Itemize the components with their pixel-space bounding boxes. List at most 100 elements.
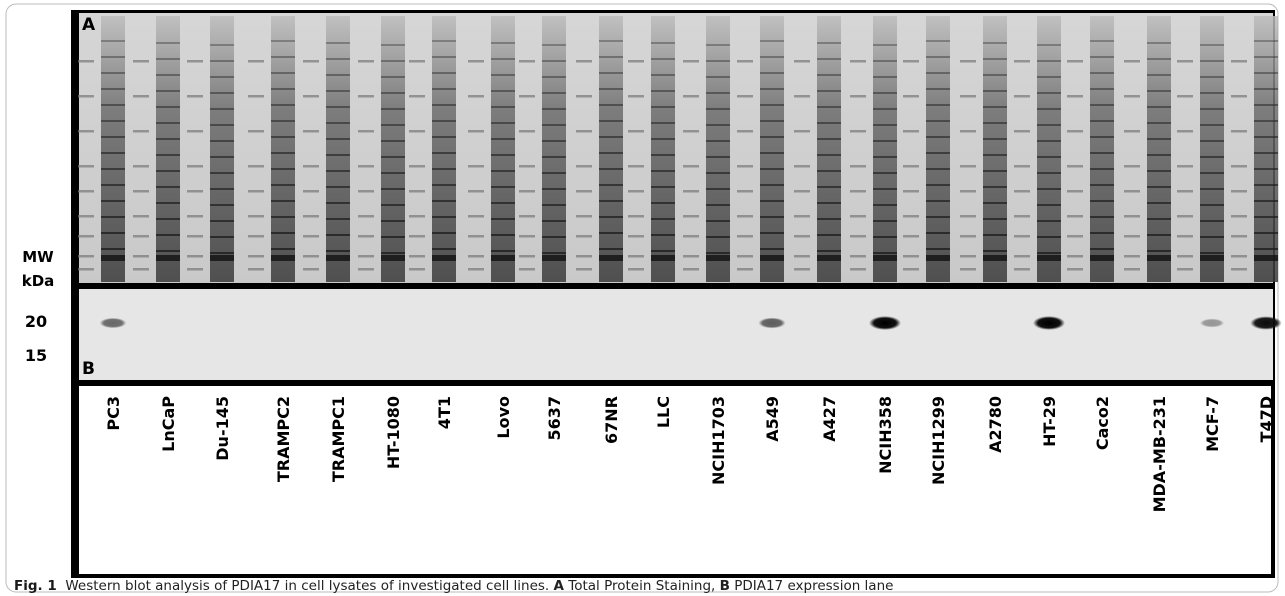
protein-band (1200, 252, 1224, 254)
marker-band (358, 255, 374, 258)
protein-band (156, 74, 180, 76)
protein-band (926, 40, 950, 42)
marker-band (1231, 268, 1247, 271)
sample-lane (817, 16, 841, 282)
protein-band (101, 88, 125, 90)
protein-band (760, 104, 784, 106)
marker-band (358, 235, 374, 238)
protein-band (326, 154, 350, 156)
protein-band (1090, 104, 1114, 106)
marker-band (683, 190, 699, 193)
protein-band (651, 186, 675, 188)
marker-band (1124, 190, 1140, 193)
protein-band (983, 90, 1007, 92)
protein-band (1147, 138, 1171, 140)
protein-band (817, 255, 841, 261)
protein-band (983, 202, 1007, 204)
marker-band (519, 165, 535, 168)
marker-band (358, 165, 374, 168)
protein-band (599, 40, 623, 42)
protein-band (542, 188, 566, 190)
protein-band (271, 216, 295, 218)
marker-band (903, 95, 919, 98)
marker-band (78, 95, 94, 98)
protein-band (1200, 92, 1224, 94)
protein-band (760, 72, 784, 74)
protein-band (542, 140, 566, 142)
protein-band (542, 60, 566, 62)
protein-band (542, 44, 566, 46)
protein-band (326, 250, 350, 252)
marker-band (1231, 60, 1247, 63)
marker-band (519, 95, 535, 98)
marker-band (1014, 255, 1030, 258)
protein-band (1037, 172, 1061, 174)
protein-band (651, 122, 675, 124)
protein-band (491, 74, 515, 76)
sample-lane (1147, 16, 1171, 282)
protein-band (432, 200, 456, 202)
marker-band (794, 130, 810, 133)
protein-band (760, 152, 784, 154)
protein-band (983, 255, 1007, 261)
caption-text: Western blot analysis of PDIA17 in cell … (65, 578, 550, 594)
sample-lane (326, 16, 350, 282)
protein-band (760, 184, 784, 186)
marker-band (409, 235, 425, 238)
protein-band (706, 252, 730, 254)
protein-band (1147, 202, 1171, 204)
lane-label: Du-145 (213, 396, 232, 461)
marker-band (409, 255, 425, 258)
sample-lane (983, 16, 1007, 282)
protein-band (432, 40, 456, 42)
marker-band (248, 165, 264, 168)
protein-band (101, 200, 125, 202)
marker-band (133, 215, 149, 218)
marker-band (1177, 190, 1193, 193)
protein-band (1254, 40, 1278, 42)
protein-band (599, 72, 623, 74)
protein-band (1090, 200, 1114, 202)
protein-band (760, 168, 784, 170)
protein-band (432, 168, 456, 170)
marker-band (1231, 95, 1247, 98)
protein-band (491, 122, 515, 124)
marker-band (1014, 215, 1030, 218)
protein-band (326, 234, 350, 236)
marker-band (794, 255, 810, 258)
marker-band (903, 235, 919, 238)
protein-band (651, 154, 675, 156)
protein-band (491, 138, 515, 140)
lane-label: A2780 (986, 396, 1005, 453)
protein-band (1037, 44, 1061, 46)
protein-band (156, 234, 180, 236)
protein-band (210, 252, 234, 254)
protein-band (1147, 122, 1171, 124)
marker-band (468, 60, 484, 63)
marker-band (248, 235, 264, 238)
protein-band (381, 44, 405, 46)
marker-band (1177, 165, 1193, 168)
mw-label: MW (22, 248, 54, 266)
protein-band (432, 216, 456, 218)
caption-key: B (719, 578, 730, 594)
marker-band (1067, 215, 1083, 218)
protein-band (1254, 72, 1278, 74)
protein-band (101, 104, 125, 106)
lane-label: LnCaP (159, 396, 178, 452)
protein-band (491, 42, 515, 44)
protein-band (101, 248, 125, 250)
marker-band (1014, 130, 1030, 133)
protein-band (432, 136, 456, 138)
lane-label: LLC (654, 396, 673, 428)
sample-lane (706, 16, 730, 282)
protein-band (706, 172, 730, 174)
marker-band (628, 235, 644, 238)
protein-band (210, 188, 234, 190)
lane-label: MDA-MB-231 (1150, 396, 1169, 512)
protein-band (381, 172, 405, 174)
marker-band (1067, 255, 1083, 258)
marker-band (1067, 165, 1083, 168)
protein-band (1037, 124, 1061, 126)
